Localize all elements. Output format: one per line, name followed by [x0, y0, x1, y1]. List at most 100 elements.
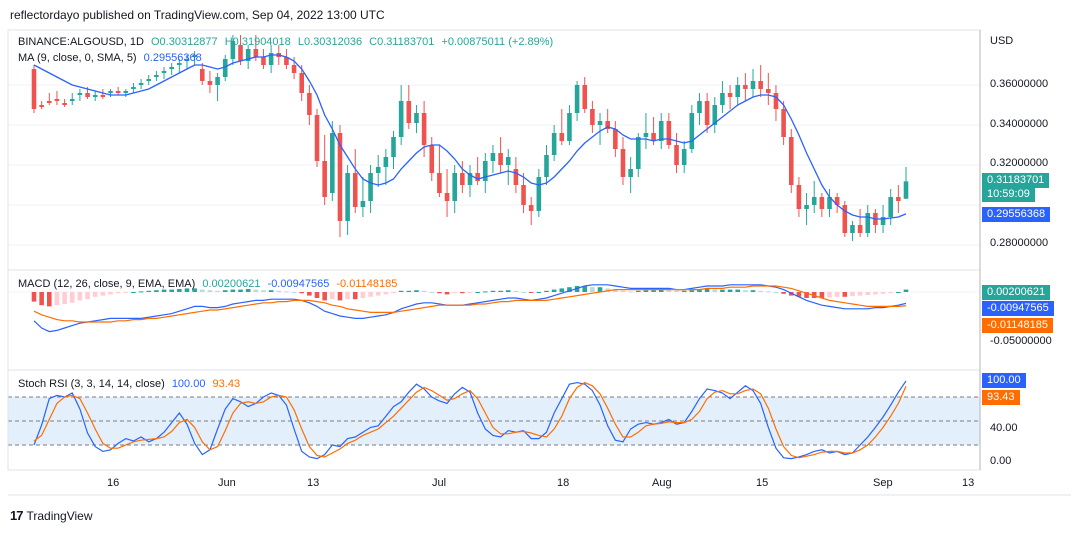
macd-hist-bar	[391, 292, 396, 294]
candle-body	[804, 205, 809, 209]
macd-hist-bar	[253, 289, 259, 292]
macd-legend[interactable]: MACD (12, 26, close, 9, EMA, EMA) 0.0020…	[18, 278, 397, 290]
candle-body	[368, 173, 373, 201]
candle-body	[613, 129, 618, 149]
macd-hist-bar	[261, 290, 266, 292]
x-tick: Sep	[873, 477, 893, 489]
candle-body	[505, 157, 511, 165]
candle-body	[674, 145, 679, 165]
candle-body	[880, 217, 886, 225]
macd-hist-bar	[681, 290, 687, 292]
macd-polyline	[33, 284, 907, 333]
candle-body	[54, 99, 60, 101]
x-tick: Aug	[652, 477, 672, 489]
macd-hist-bar	[39, 292, 44, 306]
macd-hist-bar	[773, 292, 779, 293]
macd-hist-bar	[284, 291, 289, 293]
macd-signal-value: -0.01148185	[336, 278, 398, 290]
candle-body	[781, 109, 786, 137]
macd-lines	[33, 284, 907, 333]
candle-body	[391, 137, 396, 157]
candle-body	[620, 149, 626, 177]
candle-body	[192, 55, 197, 57]
candle-body	[307, 93, 312, 115]
candle-body	[261, 57, 266, 65]
pane-border	[7, 29, 981, 271]
candle-body	[31, 69, 37, 109]
candle-body	[245, 49, 251, 61]
macd-value: -0.00947565	[267, 278, 330, 290]
ma-price-badge: 0.29556368	[982, 207, 1051, 222]
candle-body	[635, 137, 641, 169]
candle-body	[92, 95, 98, 97]
footer[interactable]: 17 TradingView	[10, 508, 93, 523]
macd-hist-bar	[689, 290, 695, 292]
macd-hist-bar	[551, 289, 557, 292]
candle-body	[574, 85, 580, 113]
macd-hist-bar	[513, 290, 519, 292]
pane-frames	[7, 29, 1071, 496]
candle-body	[222, 59, 228, 77]
macd-hist-bar	[613, 289, 618, 292]
macd-hist-bar	[842, 292, 848, 297]
macd-hist-bar	[712, 289, 718, 292]
macd-hist-bar	[850, 292, 855, 297]
macd-hist-bar	[758, 290, 763, 292]
macd-hist-bar	[467, 292, 473, 293]
macd-hist-bar	[92, 292, 98, 297]
macd-hist-bar	[727, 289, 733, 292]
x-tick: 16	[107, 477, 120, 489]
candle-body	[314, 115, 320, 161]
candle-body	[766, 89, 771, 93]
macd-hist-bar	[299, 292, 305, 294]
candle-body	[681, 149, 687, 165]
stoch-legend[interactable]: Stoch RSI (3, 3, 14, 14, close) 100.00 9…	[18, 378, 240, 390]
x-tick: 13	[962, 477, 975, 489]
macd-hist-bar	[352, 292, 358, 300]
macd-hist-bar	[414, 290, 419, 292]
candle-body	[796, 185, 802, 209]
macd-hist-bar	[444, 292, 450, 295]
candle-body	[697, 101, 702, 113]
candle-body	[689, 113, 695, 149]
x-tick: 18	[557, 477, 570, 489]
candle-body	[108, 91, 113, 93]
candles	[31, 35, 909, 241]
macd-hist-bar	[54, 292, 60, 306]
candle-body	[521, 185, 526, 205]
macd-hist-bar	[582, 286, 588, 292]
x-tick: Jun	[218, 477, 236, 489]
macd-hist-bar	[238, 289, 243, 292]
macd-hist-bar	[567, 287, 572, 292]
candle-body	[284, 57, 289, 65]
ma-value: 0.29556368	[143, 52, 202, 64]
low-value: L0.30312036	[297, 36, 363, 48]
currency-label[interactable]: USD	[990, 35, 1014, 47]
macd-hist-bar	[720, 289, 725, 292]
macd-hist-bar	[268, 290, 274, 292]
candle-body	[865, 213, 871, 233]
macd-hist-bar	[796, 292, 802, 297]
candle-body	[360, 201, 366, 207]
macd-hist-bar	[528, 292, 534, 293]
ma-legend[interactable]: MA (9, close, 0, SMA, 5) 0.29556368	[18, 52, 202, 64]
brand-label: TradingView	[26, 508, 93, 523]
price-tick: 0.28000000	[990, 237, 1049, 249]
candle-body	[651, 133, 656, 141]
candle-body	[498, 153, 503, 165]
symbol-label[interactable]: BINANCE:ALGOUSD, 1D	[18, 36, 144, 48]
candle-body	[567, 113, 572, 141]
macd-hist-bar	[437, 292, 442, 294]
candle-body	[559, 133, 565, 141]
publisher-header: reflectordayo published on TradingView.c…	[10, 8, 385, 22]
stoch-lines	[33, 380, 907, 460]
macd-hist-bar	[743, 290, 748, 292]
macd-hist-bar	[360, 292, 366, 298]
stoch-band	[8, 396, 980, 446]
macd-hist-bar	[873, 292, 878, 295]
stoch-tick: 40.00	[990, 422, 1018, 434]
macd-hist-bar	[643, 290, 649, 292]
candle-body	[827, 197, 832, 209]
candle-body	[513, 169, 519, 185]
